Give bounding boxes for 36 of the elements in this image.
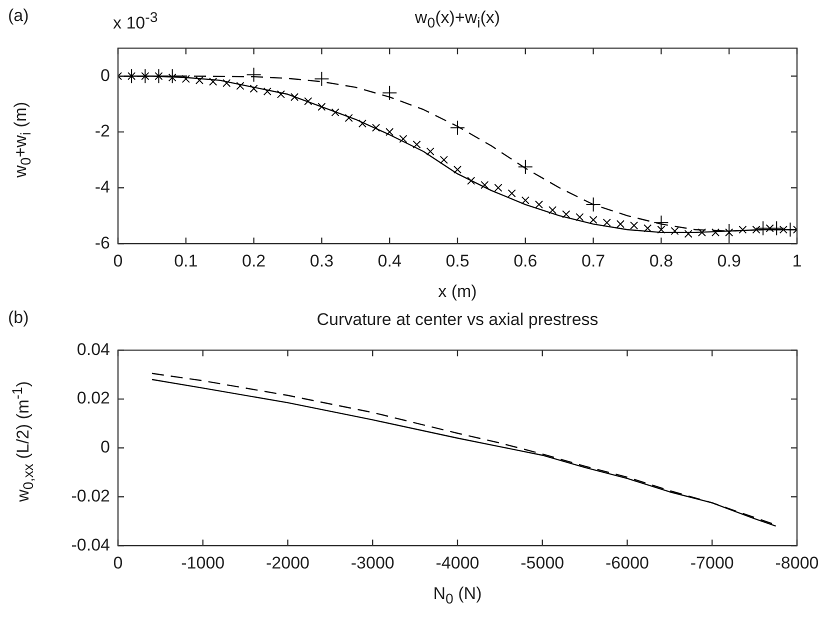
x-tick-label: -4000 [436, 553, 480, 572]
text: x 10$^{-3}$ [113, 10, 158, 34]
x-tick-label: 0.5 [446, 251, 470, 270]
y-tick-label: 0 [100, 66, 110, 85]
x-tick-label: -7000 [690, 553, 734, 572]
x-tick-label: -2000 [266, 553, 310, 572]
x-tick-label: 0 [113, 553, 123, 572]
x-tick-label: 0.8 [649, 251, 674, 270]
x-tick-label: 0.6 [514, 251, 538, 270]
x-tick-label: -6000 [606, 553, 649, 572]
x-tick-label: 0 [113, 251, 123, 270]
x-tick-label: 0.4 [378, 251, 402, 270]
y-tick-label: -4 [94, 177, 110, 196]
y-tick-label: 0 [100, 438, 110, 457]
chart-title: Curvature at center vs axial prestress [316, 310, 600, 330]
text: (b) [8, 308, 29, 328]
y-tick-label: -0.04 [71, 535, 110, 554]
y-tick-label: -2 [94, 122, 110, 141]
x-tick-label: -3000 [350, 553, 394, 572]
x-tick-label: 1 [792, 251, 802, 270]
x-tick-label: 0.7 [581, 251, 606, 270]
x-tick-label: -1000 [181, 553, 225, 572]
chart-title: w$_{0}$(x)+w$_{i}$(x) [414, 8, 500, 32]
x-tick-label: -5000 [520, 553, 564, 572]
x-tick-label: 0.1 [174, 251, 198, 270]
y-tick-label: -0.02 [71, 486, 110, 506]
y-tick-label: -6 [94, 233, 110, 252]
x-tick-label: -8000 [775, 553, 819, 572]
x-tick-label: 0.2 [242, 251, 266, 270]
x-tick-label: 0.3 [310, 251, 334, 270]
y-tick-label: 0.04 [76, 340, 110, 359]
text: (a) [8, 6, 29, 26]
x-axis-title: N$_{0}$ (N) [432, 584, 483, 608]
x-tick-label: 0.9 [717, 251, 741, 270]
y-tick-label: 0.02 [76, 388, 110, 408]
x-axis-title: x (m) [437, 282, 478, 302]
